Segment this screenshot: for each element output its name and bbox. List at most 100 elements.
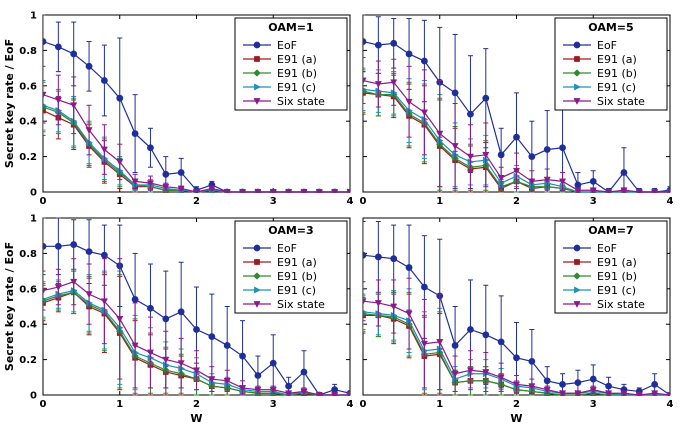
legend-marker — [574, 56, 580, 62]
data-point — [513, 354, 520, 362]
legend-entry: EoF — [277, 242, 297, 255]
data-point — [54, 97, 62, 104]
data-point — [482, 94, 490, 102]
data-point — [651, 189, 659, 193]
legend-marker — [254, 56, 260, 62]
data-point — [223, 377, 231, 385]
legend-marker — [574, 83, 581, 91]
data-point — [162, 183, 170, 191]
data-point — [466, 367, 474, 375]
data-point — [54, 242, 62, 250]
data-point — [131, 342, 139, 350]
data-point — [223, 342, 231, 349]
data-point — [208, 376, 216, 383]
data-point — [300, 388, 308, 396]
x-tick-label: 3 — [590, 399, 597, 410]
data-point — [193, 326, 200, 333]
data-point — [70, 278, 78, 286]
legend-marker — [573, 272, 581, 280]
data-point — [467, 110, 474, 118]
legend-title: OAM=5 — [588, 21, 633, 34]
x-tick-label: 4 — [347, 399, 354, 410]
chart-panel: 0 0.2 0.4 0.6 0.8 1 0 1 2 3 4 Secret key rate / EoF… — [3, 214, 354, 426]
legend-entry: E91 (c) — [277, 284, 316, 297]
y-tick-label: 0.2 — [19, 152, 37, 163]
data-point — [589, 375, 597, 383]
x-tick-label: 2 — [193, 196, 200, 207]
data-point — [559, 380, 566, 388]
data-point — [239, 352, 246, 360]
data-point — [451, 370, 459, 378]
data-point — [405, 264, 413, 271]
data-point — [589, 177, 597, 185]
data-point — [666, 392, 670, 396]
legend-marker — [253, 69, 261, 77]
legend-box — [234, 220, 348, 314]
x-tick-label: 2 — [513, 399, 520, 410]
data-point — [239, 385, 247, 392]
legend-marker — [254, 286, 261, 294]
data-point — [559, 390, 567, 396]
data-point — [85, 62, 93, 70]
x-tick-label: 1 — [116, 196, 123, 207]
legend-entry: E91 (b) — [597, 67, 637, 80]
data-point — [651, 380, 659, 388]
data-point — [420, 340, 428, 348]
data-point — [512, 167, 521, 175]
legend-box — [554, 17, 668, 111]
legend-entry: E91 (c) — [597, 81, 636, 94]
data-point — [482, 369, 490, 376]
y-tick-label: 0.2 — [19, 355, 37, 366]
legend-marker — [253, 98, 261, 105]
data-point — [559, 144, 566, 152]
data-point — [43, 38, 47, 45]
data-point — [451, 342, 459, 349]
x-tick-label: 0 — [360, 196, 367, 207]
data-point — [451, 143, 459, 150]
x-tick-label: 1 — [436, 399, 443, 410]
legend-marker — [253, 244, 261, 252]
plot-area — [363, 14, 670, 193]
data-point — [254, 189, 262, 193]
legend-entry: Six state — [597, 298, 645, 311]
data-point — [254, 372, 262, 379]
data-point — [390, 79, 398, 87]
data-point — [374, 81, 382, 88]
x-axis-label: W — [190, 412, 202, 425]
legend-marker — [573, 69, 581, 77]
legend-marker — [573, 41, 581, 49]
legend-entry: E91 (c) — [597, 284, 636, 297]
data-point — [131, 130, 139, 137]
plot-area — [43, 14, 350, 193]
data-point — [85, 291, 93, 299]
legend-marker — [253, 41, 261, 49]
legend-entry: E91 (a) — [597, 53, 637, 66]
data-point — [605, 189, 613, 193]
data-point — [635, 392, 643, 396]
legend-box — [234, 17, 348, 111]
chart-panel: 0 0.2 0.4 0.6 0.8 1 0 1 2 3 4 Secret key rate / EoF… — [3, 11, 354, 208]
data-point — [620, 390, 628, 396]
legend-entry: E91 (b) — [277, 270, 317, 283]
data-point — [192, 367, 201, 375]
legend-entry: Six state — [277, 298, 325, 311]
data-point — [116, 159, 124, 166]
legend-entry: E91 (b) — [597, 270, 637, 283]
data-point — [131, 178, 139, 186]
data-point — [363, 77, 367, 85]
series-six-state — [363, 56, 670, 193]
legend-marker — [253, 272, 261, 280]
y-axis-label: Secret key rate / EoF — [3, 242, 16, 371]
data-point — [147, 304, 154, 312]
data-point — [285, 382, 293, 390]
data-point — [451, 89, 459, 97]
legend-marker — [573, 98, 581, 105]
data-point — [177, 360, 185, 368]
data-point — [436, 339, 444, 346]
data-point — [54, 43, 62, 51]
data-point — [177, 169, 185, 176]
data-point — [374, 300, 382, 307]
